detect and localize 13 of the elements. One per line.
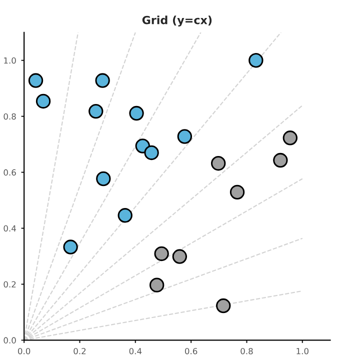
y-tick-label: 0.8 <box>4 113 16 120</box>
chart-title: Grid (y=cx) <box>142 16 212 26</box>
y-tick-label: 0.0 <box>4 337 16 344</box>
x-tick-label: 0.4 <box>129 348 142 354</box>
y-tick-label: 0.2 <box>4 281 16 288</box>
x-tick-label: 1.0 <box>296 348 308 354</box>
x-tick-label: 0.0 <box>18 348 30 354</box>
y-tick-label: 0.6 <box>4 169 16 176</box>
x-tick-label: 0.6 <box>185 348 198 354</box>
y-tick-label: 1.0 <box>4 57 16 64</box>
x-tick-label: 0.2 <box>74 348 86 354</box>
x-tick-label: 0.8 <box>240 348 253 354</box>
y-tick-label: 0.4 <box>4 225 16 232</box>
